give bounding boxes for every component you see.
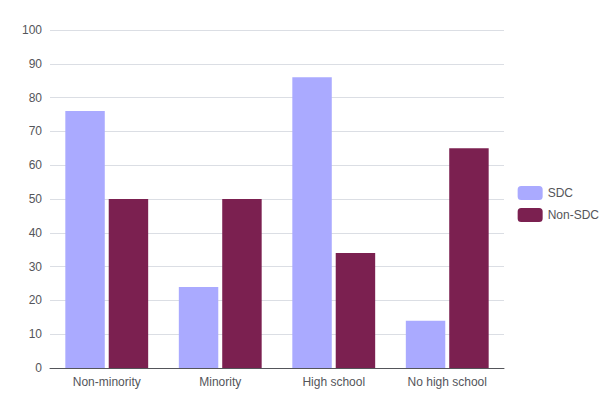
svg-text:High school: High school — [302, 375, 365, 389]
svg-text:No high school: No high school — [408, 375, 487, 389]
svg-text:50: 50 — [29, 192, 43, 206]
svg-text:10: 10 — [29, 327, 43, 341]
svg-text:40: 40 — [29, 226, 43, 240]
svg-text:60: 60 — [29, 158, 43, 172]
svg-text:100: 100 — [22, 23, 42, 37]
svg-text:80: 80 — [29, 91, 43, 105]
svg-text:Minority: Minority — [199, 375, 241, 389]
svg-text:90: 90 — [29, 57, 43, 71]
svg-text:0: 0 — [35, 361, 42, 375]
svg-text:30: 30 — [29, 260, 43, 274]
svg-text:70: 70 — [29, 124, 43, 138]
svg-text:Non-SDC: Non-SDC — [548, 208, 600, 222]
svg-text:20: 20 — [29, 293, 43, 307]
svg-text:SDC: SDC — [548, 186, 574, 200]
svg-text:Non-minority: Non-minority — [73, 375, 141, 389]
